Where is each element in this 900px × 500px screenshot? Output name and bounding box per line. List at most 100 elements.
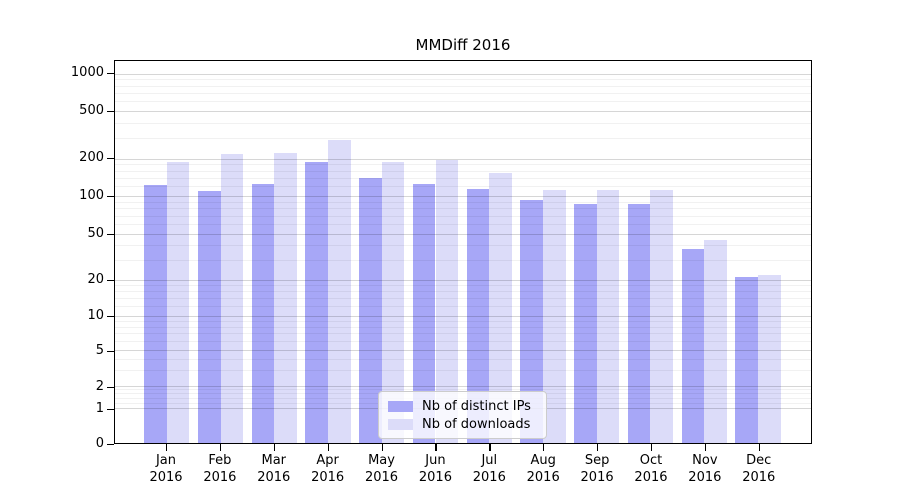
major-gridline [115, 195, 811, 197]
y-tick-mark [107, 409, 114, 411]
legend: Nb of distinct IPs Nb of downloads [378, 391, 547, 439]
bar-distinct-ips-may [359, 177, 382, 443]
bar-downloads-jan [166, 162, 190, 443]
bar-distinct-ips-jul [466, 189, 490, 443]
minor-gridline [115, 93, 811, 95]
x-tick-label-apr: Apr 2016 [311, 453, 345, 485]
legend-swatch-downloads [388, 418, 413, 430]
minor-gridline [115, 326, 811, 328]
major-gridline [115, 111, 811, 113]
y-tick-label-50: 50 [87, 225, 104, 241]
major-gridline [115, 386, 811, 387]
y-tick-mark [107, 195, 114, 197]
bar-downloads-jul [489, 172, 512, 443]
y-tick-mark [107, 72, 114, 74]
minor-gridline [115, 224, 811, 226]
y-tick-mark [107, 350, 114, 352]
y-tick-label-0: 0 [95, 436, 104, 451]
x-tick-label-jan: Jan 2016 [149, 453, 183, 485]
major-gridline [115, 73, 811, 75]
y-tick-label-1: 1 [95, 401, 104, 417]
minor-gridline [115, 79, 811, 81]
bar-distinct-ips-apr [305, 162, 329, 443]
legend-label-distinct-ips: Nb of distinct IPs [422, 398, 531, 414]
legend-swatch-distinct-ips [388, 400, 413, 412]
legend-label-downloads: Nb of downloads [422, 416, 531, 432]
x-tick-label-aug: Aug 2016 [526, 453, 560, 485]
bar-downloads-dec [757, 275, 781, 443]
minor-gridline [115, 164, 811, 166]
x-tick-mark [650, 444, 653, 451]
x-tick-mark [758, 444, 760, 451]
bar-downloads-nov [704, 240, 727, 443]
y-tick-label-10: 10 [87, 308, 104, 323]
y-tick-label-200: 200 [79, 150, 104, 166]
major-gridline [115, 279, 811, 281]
bar-downloads-sep [596, 189, 620, 443]
x-tick-mark [166, 444, 168, 451]
minor-gridline [115, 215, 811, 217]
x-tick-mark [435, 444, 437, 451]
bar-distinct-ips-dec [735, 277, 758, 443]
minor-gridline [115, 85, 811, 87]
bar-distinct-ips-nov [681, 249, 705, 443]
x-tick-mark [489, 444, 491, 451]
minor-gridline [115, 306, 811, 308]
bar-downloads-oct [650, 189, 674, 443]
x-tick-label-oct: Oct 2016 [634, 453, 668, 485]
minor-gridline [115, 122, 811, 124]
minor-gridline [115, 170, 811, 172]
minor-gridline [115, 341, 811, 343]
bar-distinct-ips-aug [520, 200, 543, 443]
bar-distinct-ips-feb [197, 190, 221, 443]
minor-gridline [115, 186, 811, 188]
minor-gridline [115, 389, 811, 391]
legend-item-downloads: Nb of downloads [388, 415, 537, 433]
y-tick-mark [107, 444, 114, 446]
bar-downloads-apr [328, 139, 351, 443]
major-gridline [115, 350, 811, 352]
x-tick-label-dec: Dec 2016 [742, 453, 776, 485]
bar-distinct-ips-jun [412, 183, 436, 443]
major-gridline [115, 234, 811, 236]
x-tick-label-may: May 2016 [364, 453, 399, 485]
y-tick-mark [107, 279, 114, 282]
minor-gridline [115, 137, 811, 139]
minor-gridline [115, 291, 811, 293]
chart-title: MMDiff 2016 [415, 36, 511, 54]
x-tick-label-feb: Feb 2016 [203, 453, 237, 485]
minor-gridline [115, 298, 811, 300]
bar-downloads-mar [274, 152, 297, 443]
x-tick-mark [597, 444, 599, 451]
y-tick-label-1000: 1000 [70, 64, 104, 80]
minor-gridline [115, 358, 811, 360]
y-tick-mark [107, 386, 114, 388]
bar-distinct-ips-jan [144, 184, 167, 443]
minor-gridline [115, 101, 811, 103]
y-tick-label-2: 2 [95, 378, 104, 394]
minor-gridline [115, 208, 811, 210]
y-tick-label-500: 500 [79, 102, 104, 118]
x-tick-label-nov: Nov 2016 [688, 453, 722, 485]
major-gridline [115, 158, 811, 160]
y-tick-label-100: 100 [79, 187, 104, 203]
legend-item-distinct-ips: Nb of distinct IPs [388, 397, 537, 415]
minor-gridline [115, 285, 811, 287]
minor-gridline [115, 245, 811, 247]
y-tick-mark [107, 233, 114, 236]
bar-distinct-ips-sep [574, 203, 597, 443]
bar-distinct-ips-oct [627, 204, 651, 443]
major-gridline [115, 315, 811, 317]
x-tick-label-sep: Sep 2016 [580, 453, 614, 485]
x-tick-mark [327, 444, 329, 451]
y-tick-label-20: 20 [87, 271, 104, 287]
bar-downloads-feb [220, 153, 244, 443]
x-tick-label-mar: Mar 2016 [257, 453, 291, 485]
minor-gridline [115, 320, 811, 322]
bar-downloads-may [381, 161, 405, 443]
x-tick-mark [543, 444, 545, 451]
bar-downloads-aug [542, 189, 566, 443]
x-tick-mark [704, 444, 707, 451]
x-tick-label-jul: Jul 2016 [472, 453, 506, 485]
